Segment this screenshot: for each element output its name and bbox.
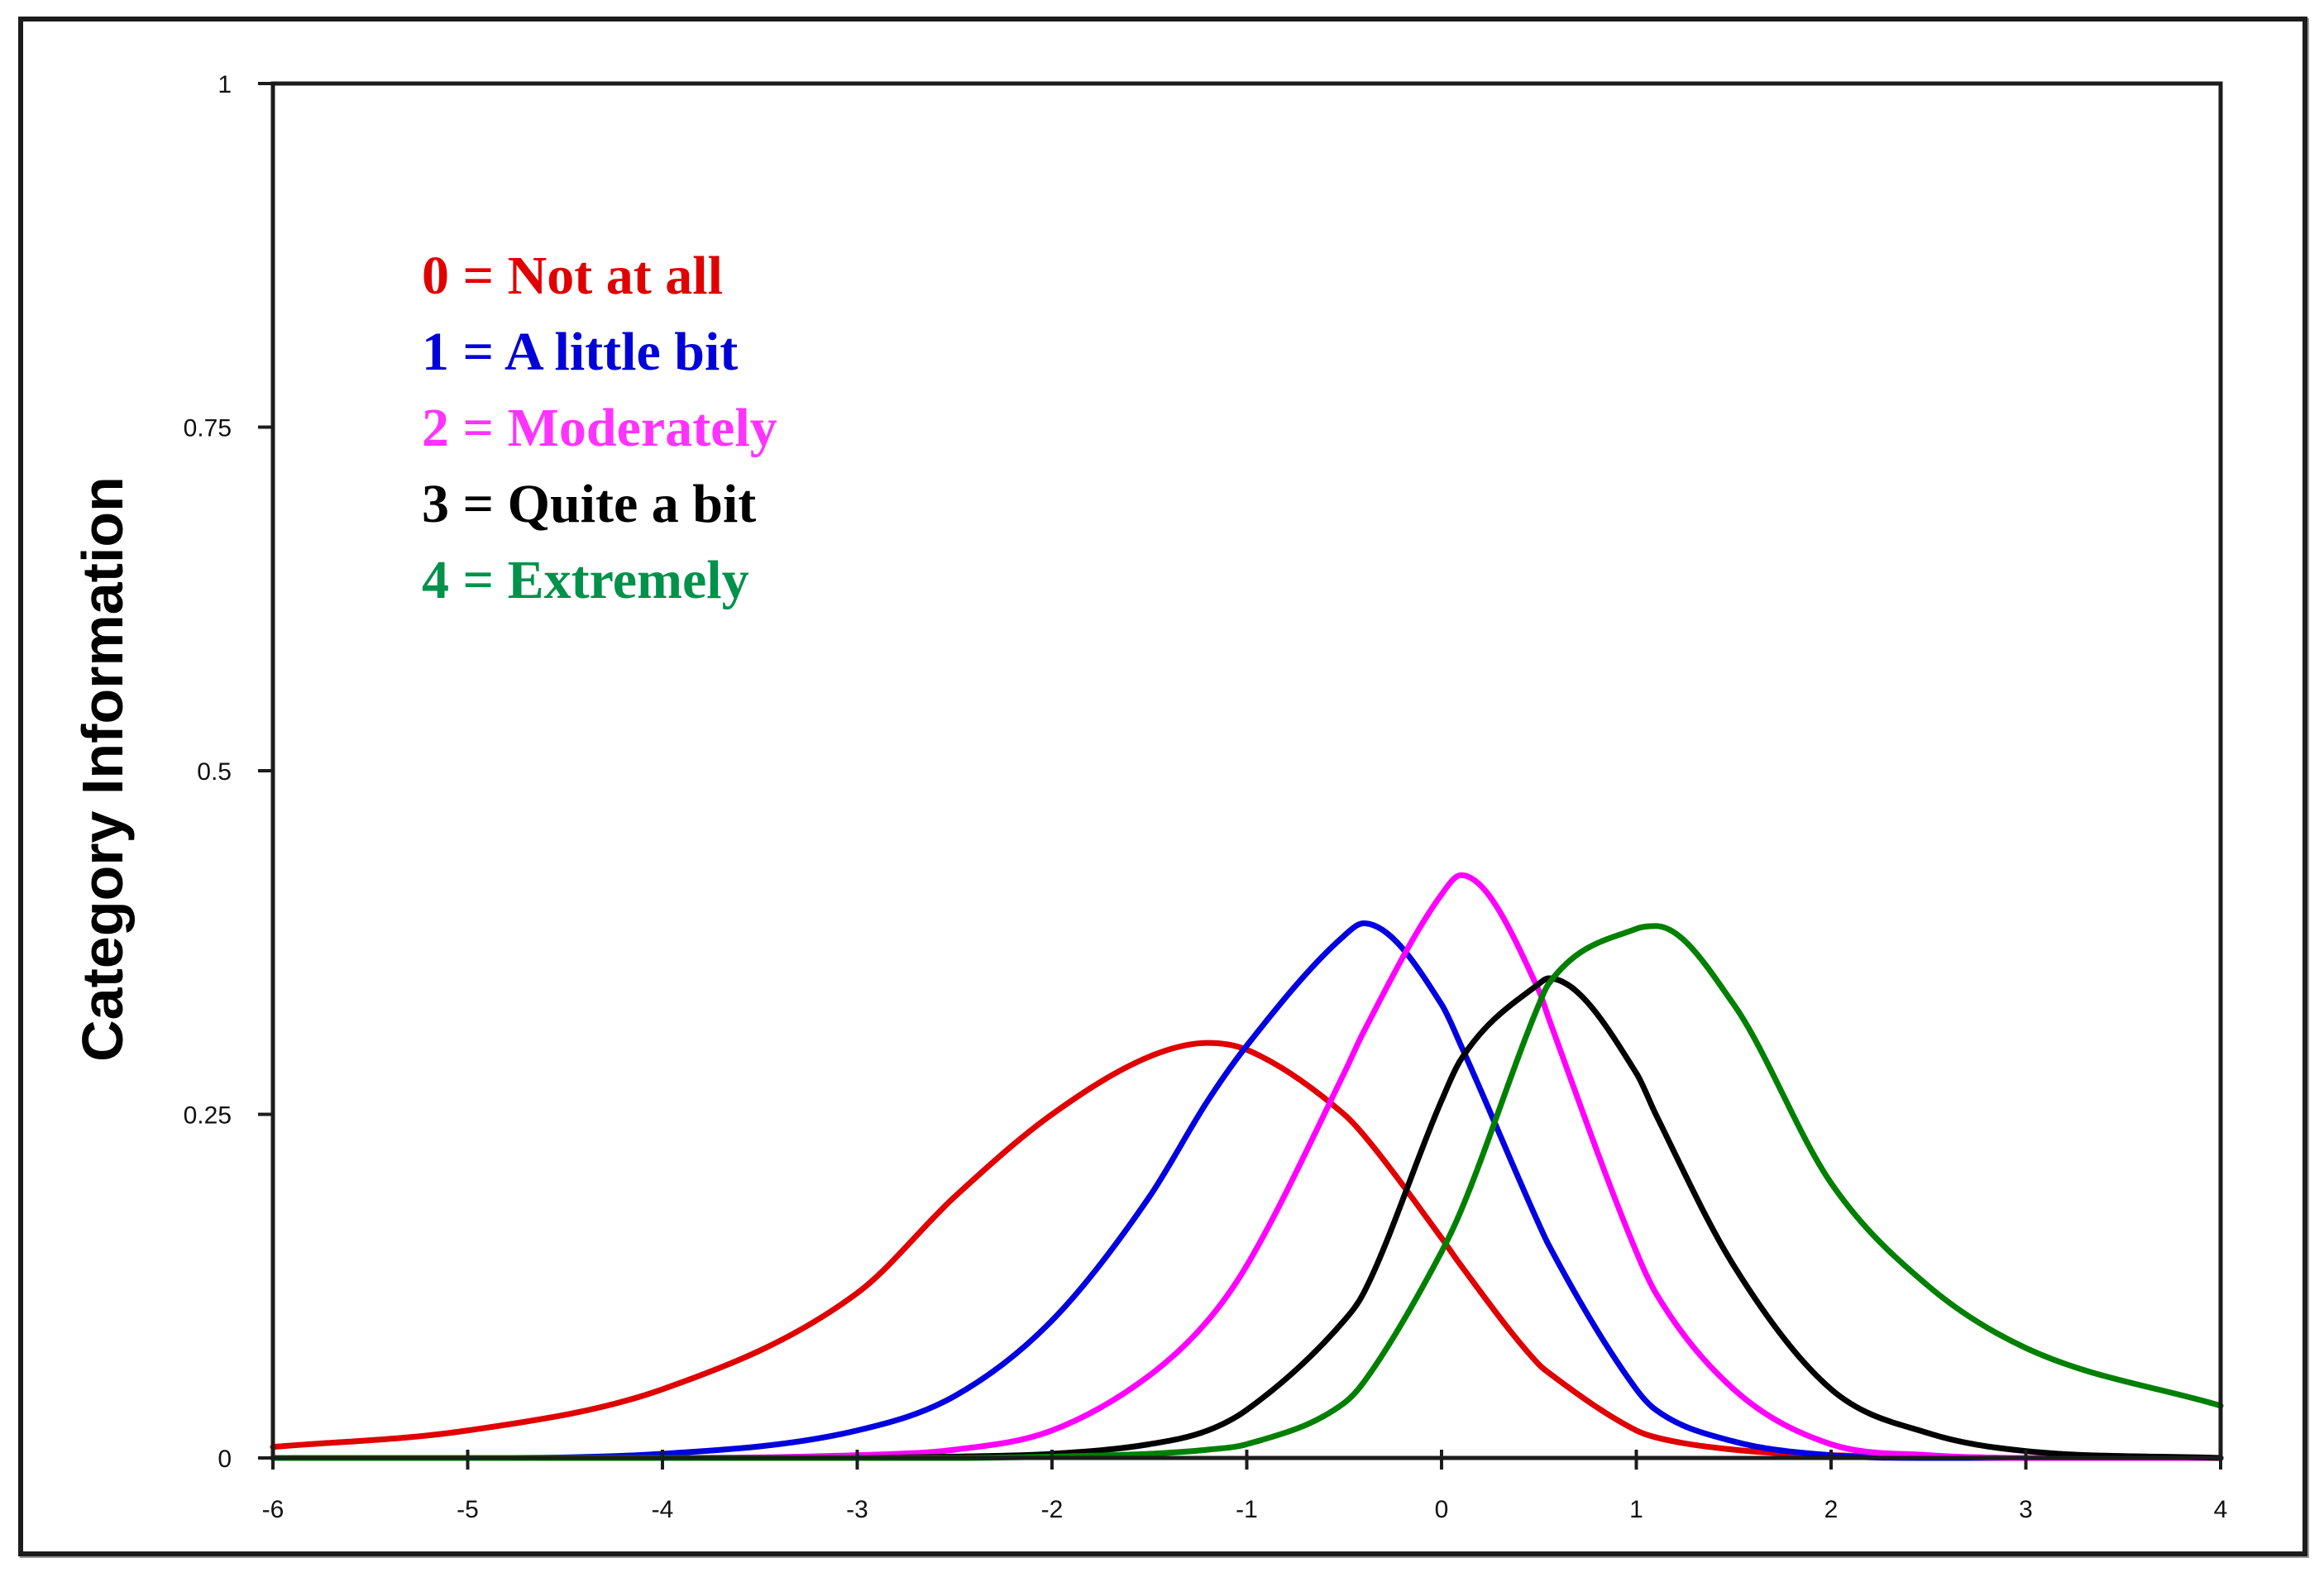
x-tick-label: -3 — [846, 1496, 868, 1523]
curve-category-4 — [270, 923, 2224, 1461]
curve-category-0 — [270, 1040, 2224, 1461]
y-tick-label: 0.25 — [184, 1102, 232, 1130]
legend-item-2: 2 = Moderately — [422, 398, 777, 458]
x-tick-label: -1 — [1236, 1496, 1258, 1523]
legend-item-1: 1 = A little bit — [422, 322, 738, 382]
x-tick-label: 3 — [2019, 1496, 2033, 1523]
x-tick-label: 0 — [1435, 1496, 1449, 1523]
legend-item-4: 4 = Extremely — [422, 550, 749, 610]
x-tick-label: -6 — [262, 1496, 285, 1523]
curves-layer — [270, 872, 2224, 1461]
x-tick-label: 2 — [1824, 1496, 1839, 1523]
legend-item-3: 3 = Quite a bit — [422, 474, 756, 534]
x-tick-label: 1 — [1629, 1496, 1643, 1523]
y-axis-title: Category Information — [70, 476, 135, 1062]
x-tick-label: -2 — [1041, 1496, 1064, 1523]
y-tick-label: 0.5 — [197, 758, 232, 786]
legend: 0 = Not at all 1 = A little bit 2 = Modera… — [422, 246, 777, 610]
curve-category-2 — [270, 872, 2224, 1461]
y-tick-label: 1 — [218, 71, 232, 98]
x-axis-ticks: -6 -5 -4 -3 -2 -1 0 1 2 3 4 — [262, 1450, 2228, 1523]
x-tick-label: -4 — [652, 1496, 674, 1523]
chart-frame — [18, 17, 2307, 1556]
y-tick-label: 0.75 — [184, 415, 232, 442]
curve-category-1 — [270, 920, 2224, 1461]
x-tick-label: -5 — [457, 1496, 479, 1523]
legend-item-0: 0 = Not at all — [422, 246, 723, 306]
y-axis-ticks: 0 0.25 0.5 0.75 1 — [184, 71, 273, 1473]
x-tick-label: 4 — [2214, 1496, 2228, 1523]
y-tick-label: 0 — [218, 1446, 232, 1473]
